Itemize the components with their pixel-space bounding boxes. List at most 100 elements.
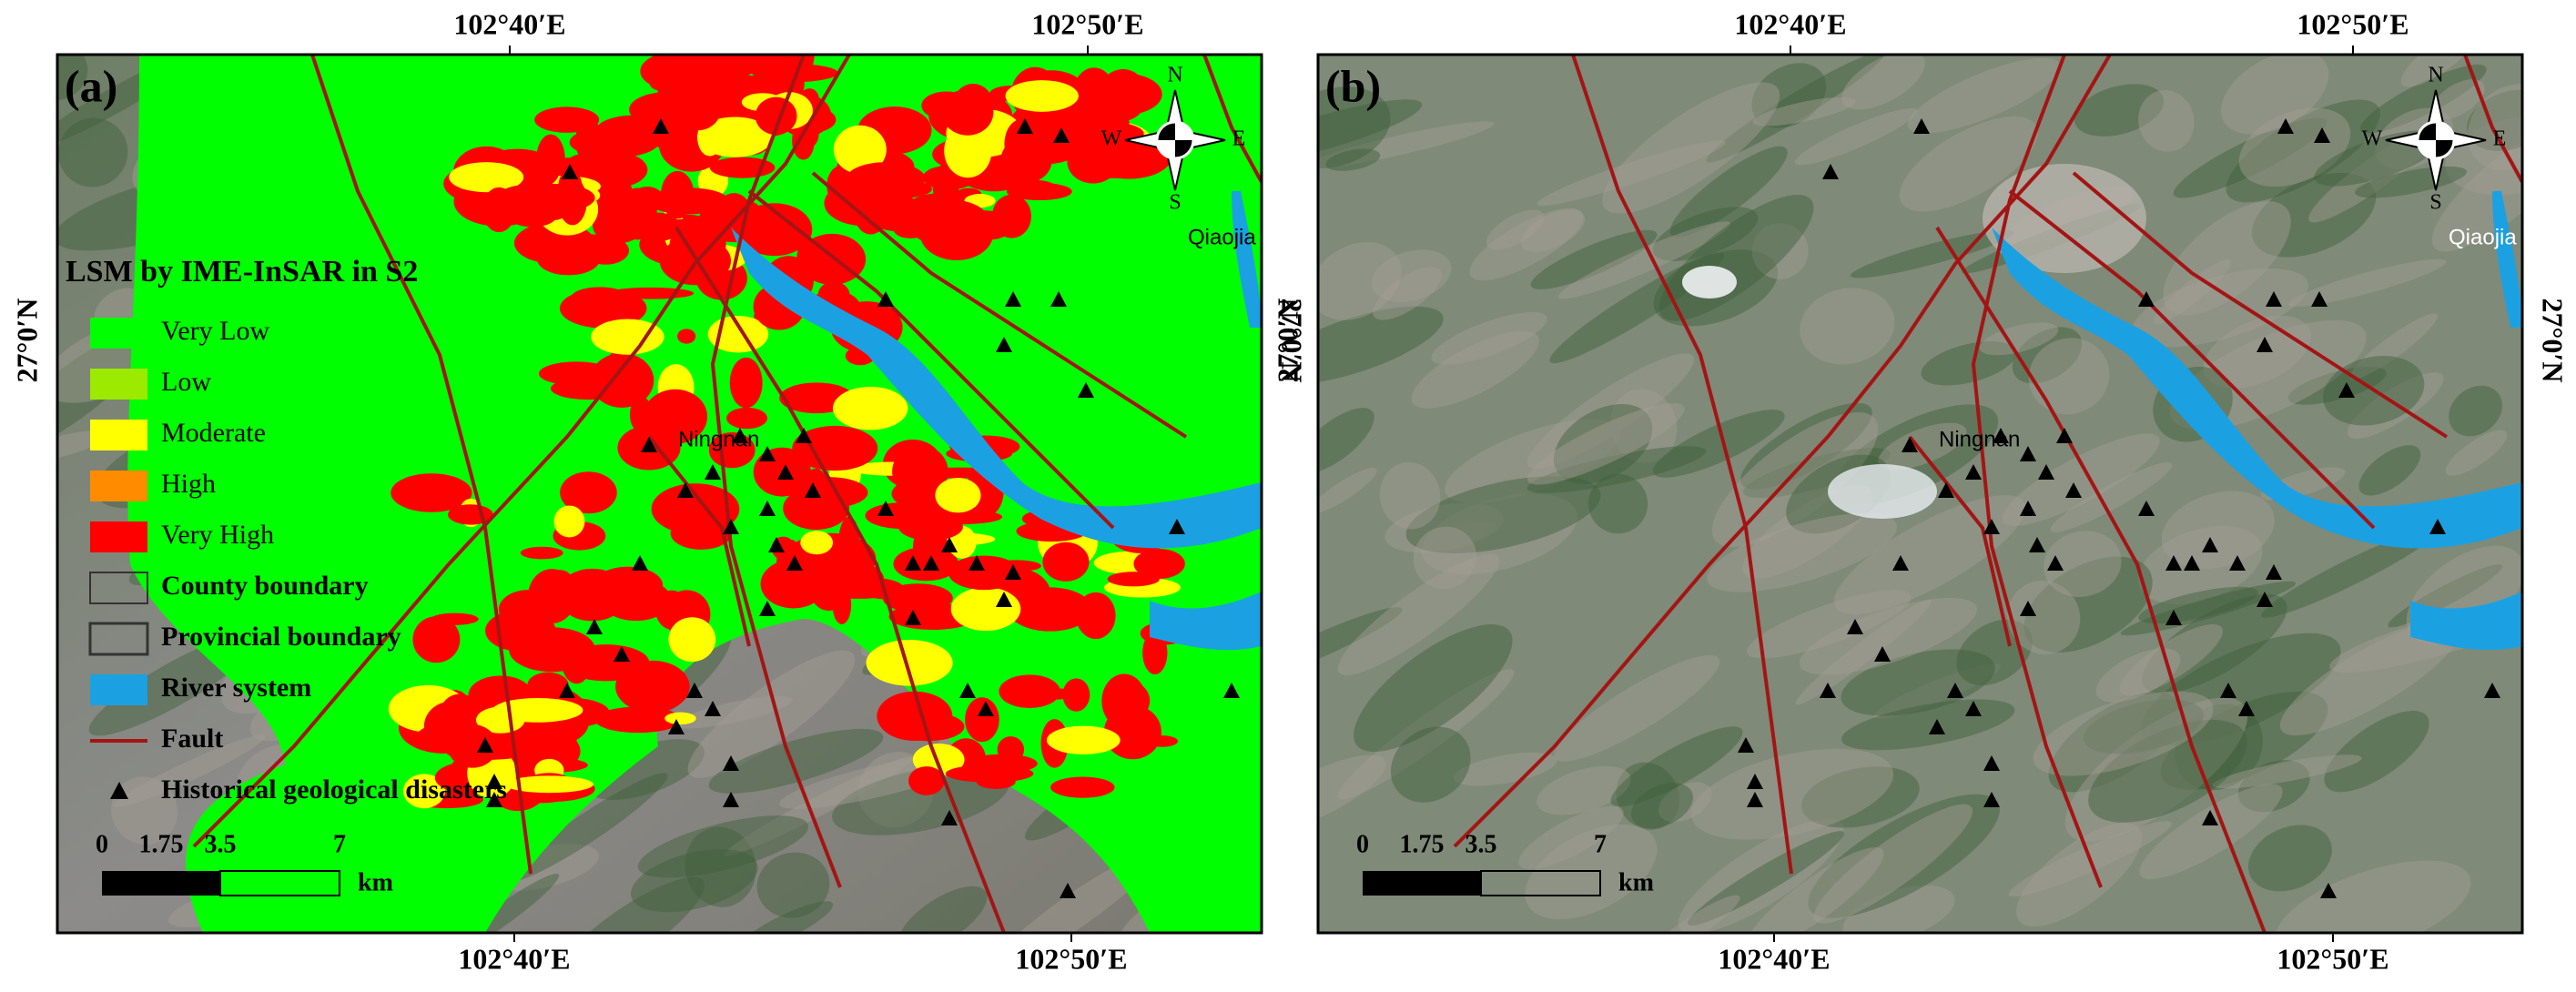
terrain-patch	[1521, 209, 1586, 252]
disaster-marker	[877, 291, 894, 307]
terrain-patch	[1371, 249, 1452, 302]
terrain-patch	[1794, 107, 1918, 166]
high-susceptibility-patch	[607, 139, 635, 192]
terrain-patch	[1453, 752, 1557, 786]
disaster-marker	[941, 537, 958, 552]
high-susceptibility-patch	[910, 199, 991, 248]
high-susceptibility-patch	[498, 590, 559, 630]
disaster-marker	[759, 446, 776, 461]
high-susceptibility-patch	[976, 774, 1016, 789]
terrain-patch	[1318, 408, 1374, 474]
terrain-patch	[1557, 221, 1730, 299]
high-susceptibility-patch	[561, 633, 593, 684]
terrain-patch	[1907, 57, 2061, 134]
terrain-patch	[2226, 99, 2380, 203]
disaster-marker	[2047, 555, 2064, 571]
high-susceptibility-patch	[935, 478, 981, 513]
terrain-patch	[2358, 445, 2421, 496]
terrain-patch	[2002, 433, 2160, 526]
terrain-patch	[1609, 389, 1678, 463]
scale-label: 1.75	[1400, 830, 1445, 858]
terrain-patch	[1746, 590, 1912, 659]
high-susceptibility-patch	[504, 775, 593, 794]
disaster-marker	[1005, 564, 1021, 580]
river	[731, 191, 1262, 651]
fault-line	[1935, 226, 2267, 933]
high-susceptibility-patch	[729, 357, 763, 409]
disaster-marker	[723, 519, 739, 534]
terrain-patch	[2016, 823, 2143, 927]
disaster-marker	[641, 437, 657, 452]
disaster-marker	[2202, 537, 2218, 552]
terrain-patch	[724, 756, 914, 856]
disaster-marker	[996, 592, 1012, 607]
terrain-patch	[898, 886, 988, 933]
terrain-patch	[442, 873, 560, 933]
terrain-patch	[708, 728, 884, 794]
terrain-patch	[1413, 526, 1477, 590]
legend-label: Very Low	[161, 316, 269, 346]
disaster-marker	[2165, 610, 2182, 625]
terrain-patch	[1337, 553, 1500, 675]
disaster-marker	[2220, 683, 2236, 698]
disaster-marker	[1938, 482, 1954, 498]
high-susceptibility-patch	[593, 208, 645, 244]
disaster-marker	[2429, 519, 2446, 534]
panel-frame	[1316, 53, 2524, 935]
terrain-patch	[2141, 633, 2341, 746]
terrain-patch	[1411, 330, 1539, 409]
legend-swatch	[88, 622, 149, 656]
terrain-patch	[2160, 691, 2328, 790]
disaster-marker	[2257, 592, 2273, 607]
high-susceptibility-patch	[908, 766, 945, 795]
high-susceptibility-patch	[1038, 688, 1075, 700]
terrain-patch	[2132, 268, 2308, 348]
disaster-marker	[559, 683, 575, 698]
terrain-patch	[1706, 55, 1885, 163]
terrain-patch	[1379, 461, 1441, 530]
high-susceptibility-patch	[833, 125, 887, 174]
terrain-patch	[1669, 146, 1788, 238]
disaster-marker	[1965, 464, 1982, 480]
terrain-patch	[2212, 754, 2362, 789]
terrain-patch	[1873, 663, 2002, 719]
terrain-patch	[674, 695, 793, 729]
terrain-patch	[2359, 64, 2487, 134]
panel-label: (a)	[65, 60, 117, 111]
top-coordinate-label: 102°50′E	[2297, 7, 2409, 40]
left-coordinate-label: 27°0′N	[1271, 299, 1303, 383]
terrain-patch	[2431, 122, 2522, 252]
right-coordinate-label: 27°0′N	[2537, 299, 2570, 383]
high-susceptibility-patch	[1046, 725, 1121, 754]
terrain-patch	[756, 852, 830, 918]
terrain-patch	[2120, 581, 2297, 636]
compass-letter: W	[1101, 127, 1122, 151]
disaster-marker	[2229, 555, 2246, 571]
terrain-patch	[1751, 63, 1827, 128]
high-susceptibility-patch	[941, 88, 994, 136]
legend-swatch	[110, 782, 128, 799]
legend-label: Provincial boundary	[161, 622, 401, 652]
disaster-marker	[562, 164, 578, 179]
high-susceptibility-patch	[661, 218, 710, 235]
terrain-patch	[637, 815, 809, 878]
high-susceptibility-patch	[760, 559, 827, 609]
terrain-patch	[1808, 794, 2000, 918]
high-susceptibility-patch	[1109, 681, 1151, 721]
disaster-marker	[2338, 382, 2355, 398]
terrain-patch	[1841, 55, 1925, 110]
scale-label: 0	[1356, 830, 1369, 858]
terrain-patch	[2023, 556, 2153, 653]
disaster-marker	[2314, 127, 2330, 143]
scale-label: 7	[1594, 830, 1607, 858]
bottom-coordinate-label: 102°40′E	[458, 942, 570, 975]
terrain-patch	[685, 826, 756, 907]
disaster-marker	[2138, 501, 2155, 516]
terrain-patch	[1526, 353, 1695, 469]
compass-letter: S	[1169, 191, 1181, 215]
disaster-marker	[2065, 482, 2082, 498]
terrain-patch	[1616, 762, 1680, 830]
scale-unit: km	[1618, 868, 1654, 896]
high-susceptibility-patch	[999, 674, 1060, 709]
compass-letter: E	[1232, 127, 1246, 151]
